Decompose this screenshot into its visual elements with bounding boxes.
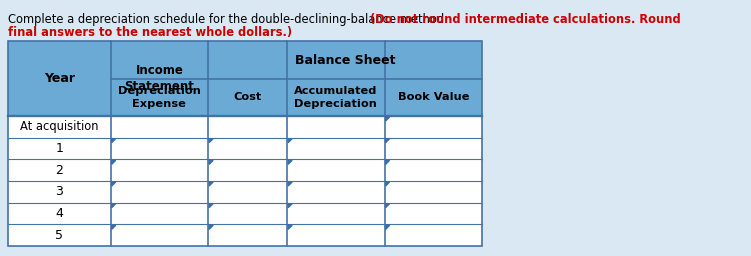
- Polygon shape: [209, 182, 213, 186]
- Polygon shape: [288, 182, 292, 186]
- Polygon shape: [112, 182, 116, 186]
- Polygon shape: [288, 225, 292, 229]
- Polygon shape: [385, 225, 390, 229]
- Polygon shape: [209, 139, 213, 143]
- Polygon shape: [112, 204, 116, 208]
- Polygon shape: [288, 204, 292, 208]
- Polygon shape: [112, 225, 116, 229]
- Text: Balance Sheet: Balance Sheet: [295, 54, 395, 67]
- Bar: [8, 159, 482, 181]
- Polygon shape: [288, 139, 292, 143]
- Bar: [8, 203, 482, 224]
- Polygon shape: [112, 139, 116, 143]
- Text: Book Value: Book Value: [397, 92, 469, 102]
- Polygon shape: [385, 204, 390, 208]
- Text: 4: 4: [56, 207, 63, 220]
- Text: Depreciation
Expense: Depreciation Expense: [118, 86, 201, 109]
- Text: 3: 3: [56, 185, 63, 198]
- Polygon shape: [209, 160, 213, 164]
- Text: 5: 5: [56, 229, 63, 242]
- Text: Complete a depreciation schedule for the double-declining-balance method.: Complete a depreciation schedule for the…: [8, 13, 451, 26]
- Polygon shape: [112, 160, 116, 164]
- Text: final answers to the nearest whole dollars.): final answers to the nearest whole dolla…: [8, 26, 292, 39]
- Polygon shape: [385, 139, 390, 143]
- Bar: [8, 181, 482, 203]
- Polygon shape: [385, 182, 390, 186]
- Text: 2: 2: [56, 164, 63, 177]
- Bar: [8, 224, 482, 246]
- Text: Year: Year: [44, 72, 75, 85]
- Bar: [8, 41, 482, 116]
- Bar: [8, 138, 482, 159]
- Bar: [8, 41, 482, 246]
- Text: Income
Statement: Income Statement: [125, 63, 195, 93]
- Polygon shape: [385, 160, 390, 164]
- Polygon shape: [209, 225, 213, 229]
- Polygon shape: [288, 160, 292, 164]
- Text: Accumulated
Depreciation: Accumulated Depreciation: [294, 86, 378, 109]
- Polygon shape: [209, 204, 213, 208]
- Text: 1: 1: [56, 142, 63, 155]
- Bar: [8, 116, 482, 138]
- Text: Cost: Cost: [234, 92, 262, 102]
- Polygon shape: [385, 117, 390, 121]
- Text: (Do not round intermediate calculations. Round: (Do not round intermediate calculations.…: [370, 13, 680, 26]
- Text: At acquisition: At acquisition: [20, 120, 98, 133]
